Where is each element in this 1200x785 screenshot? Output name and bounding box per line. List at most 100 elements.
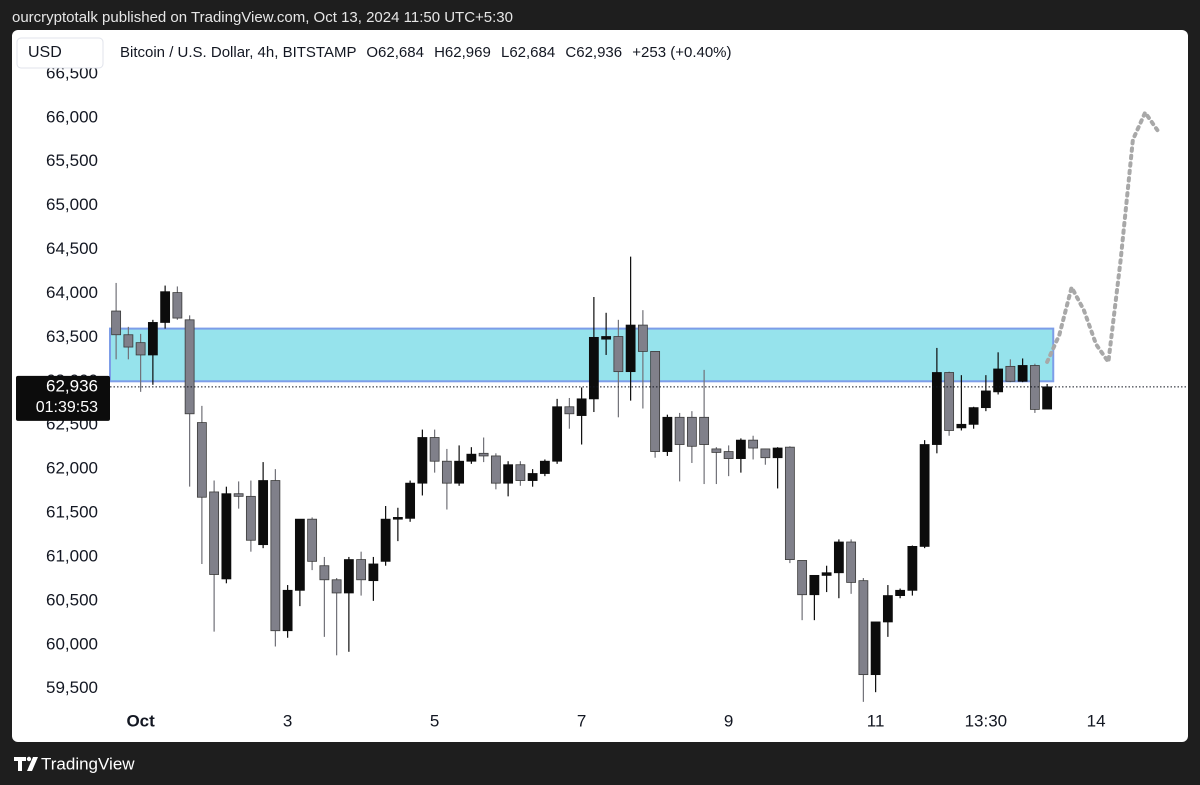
candle-body — [613, 336, 624, 373]
y-tick-label: 65,500 — [46, 151, 98, 170]
candle-body — [552, 406, 563, 462]
symbol-name: Bitcoin / U.S. Dollar, 4h, BITSTAMP — [120, 44, 356, 61]
bar-countdown: 01:39:53 — [36, 399, 98, 416]
candle-body — [294, 518, 305, 591]
candle-body — [209, 491, 220, 575]
candle-body — [515, 464, 526, 481]
candle-body — [601, 336, 612, 340]
x-tick-label: 11 — [867, 711, 885, 730]
y-tick-label: 66,000 — [46, 107, 98, 126]
candle-body — [748, 439, 759, 449]
candle-body — [417, 437, 428, 484]
candle-body — [368, 563, 379, 582]
candle-body — [147, 322, 158, 356]
candle-body — [503, 464, 514, 484]
candle-body — [184, 319, 195, 415]
candle-body — [1029, 365, 1040, 410]
candle-body — [686, 416, 697, 447]
candle-body — [588, 336, 599, 400]
candle-body — [282, 589, 293, 632]
candle-body — [576, 398, 587, 416]
candle-body — [723, 451, 734, 459]
candle-body — [846, 541, 857, 583]
candle-body — [111, 310, 122, 336]
candle-body — [809, 574, 820, 596]
brand-name: TradingView — [41, 754, 135, 773]
currency-label: USD — [28, 44, 62, 61]
candle-body — [490, 455, 501, 484]
candle-body — [258, 480, 269, 546]
candle-body — [784, 446, 795, 560]
candle-body — [245, 495, 256, 541]
currency-box[interactable] — [16, 37, 104, 69]
candle-body — [343, 559, 354, 594]
candle-body — [429, 437, 440, 462]
candle-body — [307, 518, 318, 562]
candle-body — [478, 452, 489, 457]
candle-body — [135, 342, 146, 356]
last-price-label: 62,936 — [46, 376, 98, 395]
y-tick-label: 65,000 — [46, 195, 98, 214]
candle-body — [944, 372, 955, 431]
publisher-line: ourcryptotalk published on TradingView.c… — [12, 9, 513, 26]
candle-body — [527, 473, 538, 481]
candle-body — [1017, 365, 1028, 382]
candle-body — [356, 559, 367, 581]
candle-body — [833, 541, 844, 574]
x-tick-label: 9 — [724, 711, 733, 730]
ohlc-low: L62,684 — [501, 44, 555, 61]
candle-body — [699, 416, 710, 445]
candle-body — [380, 518, 391, 562]
candle-body — [674, 416, 685, 445]
x-tick-label: 13:30 — [965, 711, 1008, 730]
candle-body — [919, 444, 930, 547]
y-tick-label: 63,500 — [46, 327, 98, 346]
x-tick-label: 3 — [283, 711, 292, 730]
candle-body — [331, 579, 342, 594]
y-tick-label: 64,000 — [46, 283, 98, 302]
candle-body — [797, 560, 808, 596]
candle-body — [454, 460, 465, 484]
candle-body — [650, 351, 661, 452]
candle-body — [760, 448, 771, 459]
x-tick-label: 5 — [430, 711, 439, 730]
candle-body — [1042, 386, 1053, 410]
y-tick-label: 61,000 — [46, 546, 98, 565]
candle-body — [270, 480, 281, 632]
candle-body — [319, 565, 330, 581]
candle-body — [196, 422, 207, 498]
candle-body — [392, 517, 403, 520]
candle-body — [858, 580, 869, 676]
chart-panel — [12, 30, 1188, 742]
candle-body — [172, 292, 183, 319]
ohlc-close: C62,936 — [565, 44, 622, 61]
candle-body — [895, 589, 906, 596]
candle-body — [625, 324, 636, 373]
y-tick-label: 61,500 — [46, 503, 98, 522]
candle-body — [564, 406, 575, 415]
candle-body — [466, 453, 477, 462]
candle-body — [160, 291, 171, 323]
overlay: USD Bitcoin / U.S. Dollar, 4h, BITSTAMP … — [16, 37, 732, 69]
candle-body — [968, 407, 979, 425]
candle-body — [221, 493, 232, 580]
ohlc-open: O62,684 — [366, 44, 424, 61]
candle-body — [821, 572, 832, 576]
candle-body — [980, 390, 991, 409]
x-tick-label: 14 — [1087, 711, 1106, 730]
candle-body — [993, 368, 1004, 393]
candle-body — [123, 334, 134, 348]
candle-body — [637, 324, 648, 352]
last-price-box — [16, 375, 110, 421]
candle-body — [956, 423, 967, 429]
y-tick-label: 60,000 — [46, 634, 98, 653]
x-tick-label: 7 — [577, 711, 586, 730]
candle-body — [662, 416, 673, 452]
y-tick-label: 62,000 — [46, 459, 98, 478]
ohlc-high: H62,969 — [434, 44, 491, 61]
candle-body — [711, 448, 722, 453]
plot-area: 59,50060,00060,50061,00061,50062,00062,5… — [16, 63, 1188, 730]
y-tick-label: 64,500 — [46, 239, 98, 258]
y-tick-label: 60,500 — [46, 590, 98, 609]
